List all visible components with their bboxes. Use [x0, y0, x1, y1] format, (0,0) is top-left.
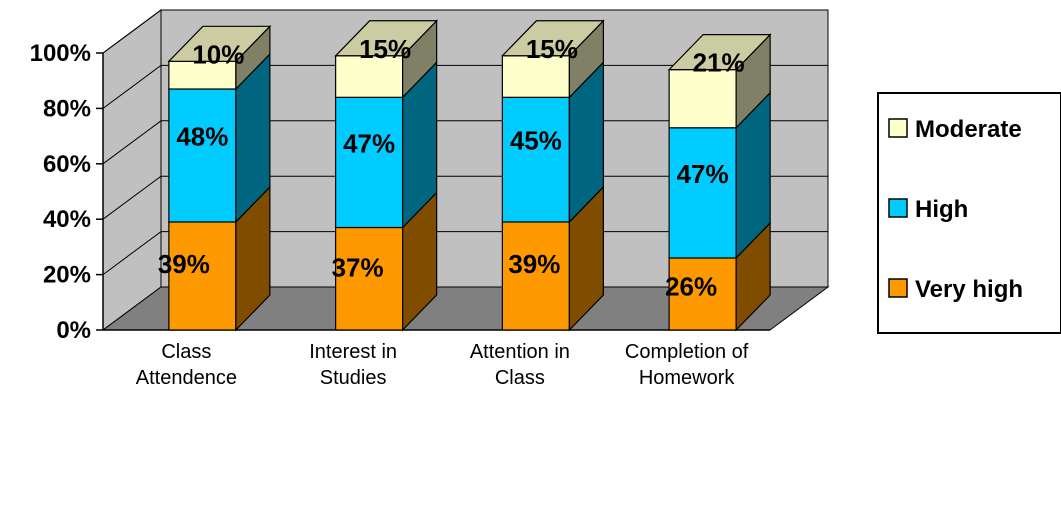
legend-swatch: [888, 118, 908, 138]
x-tick-label: Studies: [320, 367, 387, 389]
x-tick-label: Attention in: [470, 341, 570, 363]
data-label: 48%: [176, 121, 228, 151]
bar-segment-moderate: [501, 55, 570, 98]
data-label: 21%: [693, 48, 745, 78]
bar-segment-high: [168, 88, 237, 223]
bar-segment-very-high: [335, 226, 404, 331]
data-label: 10%: [192, 39, 244, 69]
data-label: 39%: [158, 249, 210, 279]
y-tick-label: 0%: [56, 317, 91, 344]
bar-segment-moderate: [335, 55, 404, 98]
bar-top: [334, 20, 439, 57]
legend-label: Very high: [915, 276, 1023, 303]
y-tick-label: 40%: [43, 206, 91, 233]
legend: Moderate High Very high: [877, 92, 1061, 334]
legend-box: [877, 92, 1061, 334]
data-label: 39%: [508, 249, 560, 279]
legend-label: High: [915, 196, 968, 223]
bar-segment-high: [668, 127, 737, 259]
bar-top: [500, 20, 605, 57]
data-label: 26%: [665, 271, 717, 301]
gridline: [102, 120, 828, 165]
axes: 0% 20% 40% 60% 80% 100% Class Attendence Interes…: [30, 40, 770, 389]
gridline: [102, 64, 828, 109]
legend-label: Moderate: [915, 116, 1022, 143]
bar-top: [667, 34, 772, 71]
bar-segment-high: [335, 96, 404, 229]
x-tick-label: Class: [161, 341, 211, 363]
bar-segment-moderate: [668, 69, 737, 129]
y-tick-label: 20%: [43, 262, 91, 289]
y-tick-label: 60%: [43, 151, 91, 178]
bar-top: [167, 25, 272, 62]
gridline: [102, 9, 828, 54]
legend-swatch: [888, 198, 908, 218]
data-label: 15%: [526, 34, 578, 64]
x-tick-label: Homework: [639, 367, 736, 389]
bars: [167, 19, 772, 332]
data-label: 45%: [510, 126, 562, 156]
side-wall: [102, 9, 162, 331]
data-label: 47%: [343, 128, 395, 158]
x-tick-label: Completion of: [625, 341, 749, 363]
x-tick-label: Class: [495, 367, 545, 389]
legend-swatch: [888, 278, 908, 298]
gridlines: [102, 9, 828, 276]
gridline: [102, 175, 828, 220]
x-tick-label: Interest in: [309, 341, 397, 363]
gridline: [102, 231, 828, 276]
data-label: 15%: [359, 34, 411, 64]
data-labels: 39% 48% 10% 37% 47% 15% 39% 45% 15% 26% 47% 21%: [158, 34, 745, 302]
data-label: 37%: [332, 252, 384, 282]
x-tick-label: Attendence: [136, 367, 237, 389]
chart-walls: [101, 9, 830, 331]
bar-segment-high: [501, 96, 570, 223]
y-tick-label: 100%: [30, 40, 91, 67]
data-label: 47%: [677, 159, 729, 189]
y-tick-label: 80%: [43, 95, 91, 122]
